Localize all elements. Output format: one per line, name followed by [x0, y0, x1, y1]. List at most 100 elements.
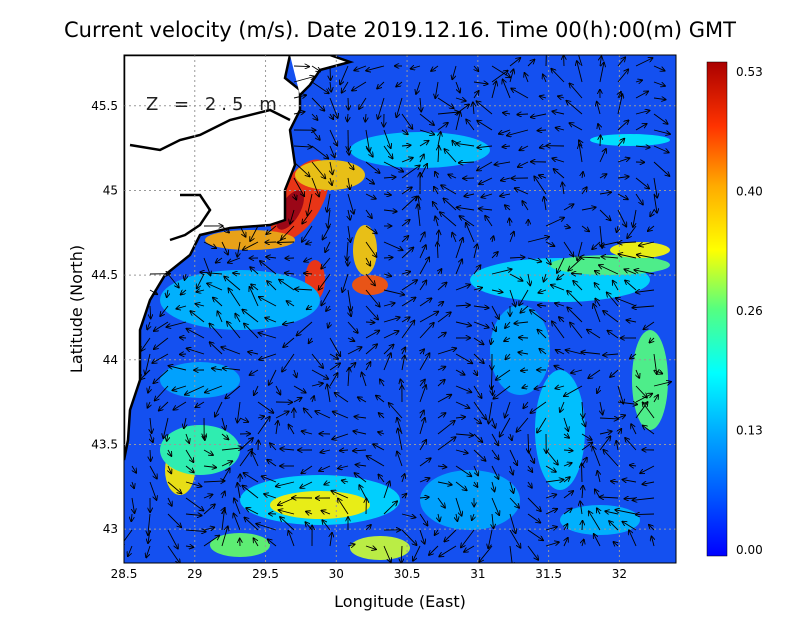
current-vector: [649, 338, 654, 343]
current-vector: [132, 497, 135, 513]
current-vector: [653, 145, 669, 153]
current-vector: [221, 241, 228, 255]
current-vector: [365, 209, 372, 218]
current-vector: [581, 433, 592, 440]
current-vector: [545, 465, 556, 472]
current-vector: [419, 513, 428, 526]
current-vector: [460, 216, 475, 227]
current-vector: [491, 252, 498, 259]
current-vector: [477, 121, 493, 131]
current-vector: [527, 60, 534, 67]
current-vector: [643, 402, 655, 419]
x-tick-label: 29: [187, 567, 202, 581]
current-vector: [383, 353, 391, 371]
current-vector: [515, 188, 529, 195]
current-vector: [148, 513, 150, 535]
current-vector: [293, 398, 302, 403]
current-vector: [383, 241, 403, 250]
current-vector: [595, 299, 601, 307]
current-vector: [438, 231, 439, 243]
current-vector: [567, 291, 583, 307]
current-vector: [419, 529, 425, 544]
current-vector: [419, 380, 425, 387]
current-vector: [589, 511, 601, 531]
current-vector: [383, 145, 393, 158]
current-vector: [563, 434, 569, 438]
current-vector: [582, 521, 583, 531]
current-vector: [600, 136, 601, 147]
map-plot: [124, 55, 676, 563]
current-vector: [599, 149, 606, 163]
current-vector: [500, 194, 511, 196]
current-vector: [437, 497, 445, 508]
current-vector: [401, 280, 417, 291]
current-vector: [309, 337, 312, 343]
current-vector: [640, 465, 655, 473]
current-vector: [509, 257, 525, 258]
current-vector: [563, 509, 572, 515]
current-vector: [540, 146, 547, 148]
current-vector: [455, 238, 463, 259]
current-vector: [632, 306, 655, 308]
current-vector: [416, 81, 421, 94]
current-vector: [321, 289, 331, 305]
current-vector: [519, 289, 529, 305]
current-vector: [473, 401, 486, 419]
current-vector: [401, 113, 412, 129]
current-vector: [330, 161, 333, 174]
current-vector: [438, 132, 441, 147]
current-vector: [167, 513, 181, 527]
current-vector: [455, 465, 471, 476]
current-vector: [609, 521, 619, 531]
current-vector: [397, 452, 403, 467]
current-vector: [293, 146, 312, 147]
current-vector: [555, 303, 565, 306]
current-vector: [276, 481, 295, 486]
current-vector: [279, 280, 295, 291]
current-vector: [167, 273, 179, 288]
current-vector: [539, 175, 547, 178]
current-vector: [185, 546, 193, 547]
current-vector: [237, 483, 240, 499]
current-vector: [377, 81, 385, 89]
current-vector: [437, 380, 445, 387]
current-vector: [528, 481, 532, 488]
current-vector: [283, 322, 295, 324]
current-vector: [431, 65, 439, 71]
current-vector: [325, 241, 331, 252]
current-vector: [420, 349, 424, 354]
current-vector: [455, 285, 470, 291]
current-vector: [528, 433, 529, 453]
current-vector: [163, 417, 169, 438]
current-vector: [509, 232, 514, 243]
current-vector: [599, 63, 604, 83]
current-vector: [491, 337, 492, 344]
current-vector: [365, 129, 370, 152]
current-vector: [383, 481, 390, 499]
current-vector: [444, 149, 457, 163]
current-vector: [653, 113, 668, 124]
current-vector: [167, 289, 168, 297]
current-vector: [419, 353, 430, 371]
y-axis-label: Latitude (North): [67, 245, 86, 373]
current-vector: [233, 273, 241, 274]
current-vector: [365, 241, 377, 257]
current-vector: [455, 321, 471, 326]
current-vector: [239, 418, 248, 422]
current-vector: [419, 497, 429, 498]
current-vector: [545, 241, 554, 246]
current-vector: [237, 241, 240, 257]
current-vector: [244, 473, 259, 483]
current-vector: [365, 331, 379, 339]
current-vector: [338, 466, 349, 469]
current-vector: [367, 456, 385, 467]
current-vector: [149, 289, 157, 294]
current-vector: [185, 385, 205, 395]
current-vector: [376, 396, 385, 403]
y-tick-label: 43: [103, 522, 118, 536]
current-vector: [437, 413, 446, 419]
current-vector: [627, 320, 637, 322]
current-vector: [365, 322, 374, 323]
current-vector: [610, 369, 619, 377]
current-vector: [323, 225, 331, 240]
